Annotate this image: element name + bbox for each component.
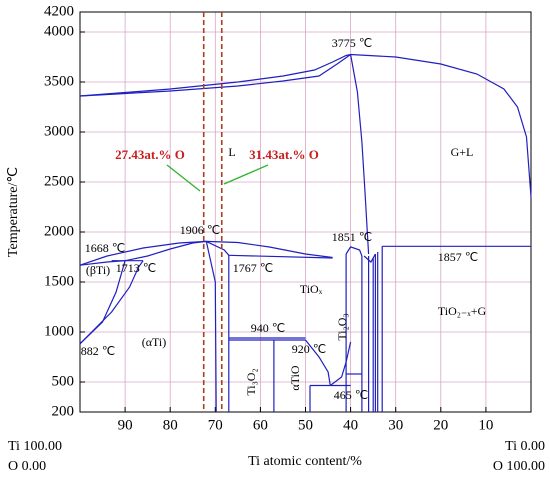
- x-tick-label: 20: [433, 417, 448, 433]
- y-tick-label: 2000: [44, 223, 74, 239]
- pointer: [223, 164, 269, 185]
- x-tick-label: 60: [253, 417, 268, 433]
- annotation: 1668 ℃: [85, 241, 125, 255]
- phase-boundary: [79, 240, 207, 266]
- phase-boundary: [363, 253, 376, 263]
- annotation: Ti₂O₃: [335, 313, 349, 340]
- x-tick-label: 50: [298, 417, 313, 433]
- annotation: 1857 ℃: [438, 250, 478, 264]
- y-axis-label: Temperature/℃: [6, 167, 21, 257]
- y-tick-label: 1000: [44, 323, 74, 339]
- annotation: (αTi): [142, 335, 167, 349]
- annotation: 1767 ℃: [233, 261, 273, 275]
- annotation: 27.43at.% O: [115, 147, 185, 162]
- annotation: 1906 ℃: [180, 223, 220, 237]
- annotation: Ti₃O₂: [244, 368, 258, 395]
- annotation: 920 ℃: [292, 342, 326, 356]
- y-tick-label: 4200: [44, 3, 74, 19]
- y-tick-label: 3000: [44, 123, 74, 139]
- annotation: G+L: [451, 145, 474, 159]
- phase-boundary: [305, 339, 331, 386]
- phase-boundary: [228, 254, 333, 259]
- annotation: TiOₓ: [300, 282, 323, 296]
- phase-boundary: [79, 53, 351, 97]
- annotation: 3775 ℃: [332, 36, 372, 50]
- x-tick-label: 30: [388, 417, 403, 433]
- x-tick-label: 40: [343, 417, 358, 433]
- y-tick-label: 1500: [44, 273, 74, 289]
- annotation: 1713 ℃: [116, 261, 156, 275]
- annotation: 1851 ℃: [332, 230, 372, 244]
- x-tick-label: 10: [478, 417, 493, 433]
- phase-boundary: [350, 53, 532, 198]
- y-tick-label: 200: [52, 403, 75, 419]
- annotation: L: [228, 145, 235, 159]
- phase-boundary: [206, 240, 230, 256]
- y-tick-label: 500: [52, 373, 75, 389]
- annotation: 465 ℃: [334, 388, 368, 402]
- y-tick-label: 3500: [44, 73, 74, 89]
- x-tick-label: 80: [163, 417, 178, 433]
- pointer: [166, 164, 201, 192]
- phase-boundary: [350, 54, 370, 255]
- annotation: αTiO: [288, 365, 302, 391]
- y-tick-label: 4000: [44, 23, 74, 39]
- end-composition: Ti 100.00: [8, 439, 62, 454]
- phase-boundary: [79, 260, 144, 345]
- x-tick-label: 70: [208, 417, 223, 433]
- end-composition: Ti 0.00: [505, 439, 545, 454]
- phase-boundary: [329, 341, 352, 386]
- annotation: 31.43at.% O: [249, 147, 319, 162]
- plot-frame: [79, 11, 532, 413]
- y-tick-label: 2500: [44, 173, 74, 189]
- phase-boundary: [79, 54, 351, 97]
- annotation: 882 ℃: [81, 344, 115, 358]
- end-composition: O 100.00: [493, 459, 545, 474]
- annotation: 940 ℃: [251, 321, 285, 335]
- x-tick-label: 90: [118, 417, 133, 433]
- annotation: (βTi): [86, 263, 110, 277]
- phase-boundary: [345, 246, 363, 257]
- x-axis-label: Ti atomic content/%: [248, 454, 362, 469]
- phase-boundary: [205, 241, 217, 413]
- end-composition: O 0.00: [8, 459, 46, 474]
- annotation: TiO₂₋ₓ+G: [438, 304, 487, 318]
